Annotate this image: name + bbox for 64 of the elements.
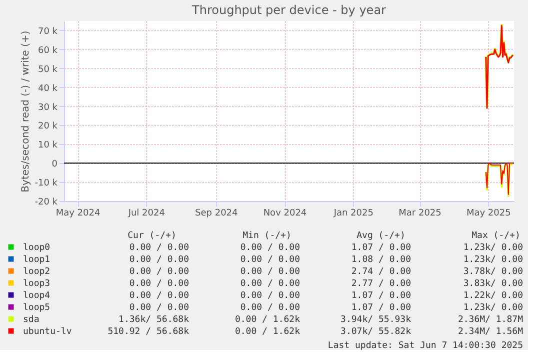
text: 0.00 / 0.00 — [240, 255, 300, 265]
text: 1.23k/ 0.00 — [463, 243, 523, 253]
text: Avg (-/+) — [356, 231, 406, 241]
y-axis-title: Bytes/second read (-) / write (+) — [20, 30, 32, 192]
legend-label: loop3 — [23, 279, 50, 289]
y-tick-label: 10 k — [38, 140, 58, 151]
legend-label: loop1 — [23, 255, 50, 265]
y-tick-label: -10 k — [34, 178, 58, 189]
text: 0.00 / 1.62k — [234, 315, 301, 325]
x-tick-label: Sep 2024 — [195, 208, 238, 218]
x-tick-label: May 2024 — [56, 208, 100, 218]
text: 1.22k/ 0.00 — [463, 291, 523, 301]
text: 0.00 / 0.00 — [129, 291, 189, 301]
y-tick-label: 20 k — [38, 122, 58, 132]
y-tick-label: 70 k — [38, 26, 58, 37]
text: 3.94k/ 55.93k — [340, 315, 412, 325]
y-tick-label: -20 k — [34, 198, 58, 208]
text: Cur (-/+) — [128, 231, 176, 241]
text: 1.23k/ 0.00 — [463, 255, 523, 265]
text: 2.74 / 0.00 — [351, 267, 411, 277]
text: 0.00 / 0.00 — [129, 255, 189, 265]
x-tick-label: Jan 2025 — [332, 208, 374, 218]
text: 1.08 / 0.00 — [351, 255, 411, 265]
legend-label: loop5 — [23, 303, 50, 313]
text: 0.00 / 0.00 — [129, 279, 189, 289]
text: 1.07 / 0.00 — [351, 303, 411, 313]
x-tick-label: May 2025 — [466, 208, 511, 218]
y-tick-label: 50 k — [38, 64, 58, 75]
text: 0.00 / 0.00 — [240, 279, 300, 289]
x-tick-label: Nov 2024 — [263, 208, 307, 218]
y-tick-label: 60 k — [38, 46, 58, 56]
text: 2.77 / 0.00 — [351, 279, 411, 289]
text: 3.78k/ 0.00 — [463, 267, 523, 277]
text: 0.00 / 0.00 — [240, 303, 300, 313]
text: 3.83k/ 0.00 — [463, 279, 523, 289]
legend-label: loop0 — [23, 243, 50, 253]
text: 510.92 / 56.68k — [108, 327, 190, 337]
text: 0.00 / 0.00 — [129, 303, 189, 313]
legend-label: sda — [23, 315, 40, 325]
text: 2.36M/ 1.87M — [458, 315, 524, 325]
text: Max (-/+) — [472, 231, 520, 241]
y-tick-label: 30 k — [38, 102, 58, 113]
text: Min (-/+) — [242, 231, 292, 241]
y-tick-label: 0 — [52, 160, 58, 170]
text: 1.07 / 0.00 — [351, 291, 411, 301]
legend-label: loop2 — [23, 267, 50, 277]
legend-label: loop4 — [23, 291, 50, 301]
x-tick-label: Mar 2025 — [398, 208, 442, 218]
text: 0.00 / 0.00 — [129, 267, 189, 277]
text: 0.00 / 1.62k — [234, 327, 301, 337]
text: 0.00 / 0.00 — [240, 267, 300, 277]
text: 2.34M/ 1.56M — [458, 327, 524, 337]
y-tick-label: 40 k — [38, 84, 58, 94]
chart-title: Throughput per device - by year — [191, 3, 386, 17]
text: Last update: Sat Jun 7 14:00:30 2025 — [328, 341, 523, 351]
text: 1.36k/ 56.68k — [118, 315, 190, 325]
text: 1.23k/ 0.00 — [463, 303, 523, 313]
text: 1.07 / 0.00 — [351, 243, 411, 253]
text: 3.07k/ 55.82k — [340, 327, 412, 337]
text: 0.00 / 0.00 — [240, 291, 300, 301]
text: 0.00 / 0.00 — [240, 243, 300, 253]
legend-label: ubuntu-lv — [23, 327, 72, 337]
x-tick-label: Jul 2024 — [127, 208, 166, 218]
text: 0.00 / 0.00 — [129, 243, 189, 253]
